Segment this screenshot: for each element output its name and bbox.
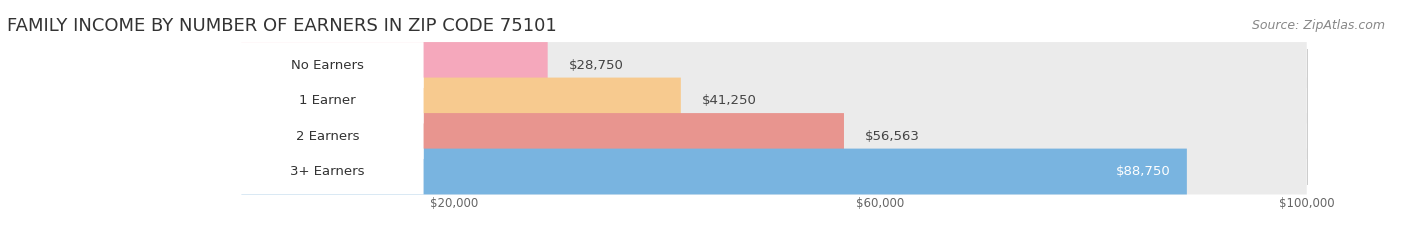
FancyBboxPatch shape xyxy=(242,113,1306,159)
Text: 2 Earners: 2 Earners xyxy=(295,130,360,143)
Text: $28,750: $28,750 xyxy=(569,58,624,72)
Text: FAMILY INCOME BY NUMBER OF EARNERS IN ZIP CODE 75101: FAMILY INCOME BY NUMBER OF EARNERS IN ZI… xyxy=(7,17,557,35)
FancyBboxPatch shape xyxy=(242,113,844,159)
FancyBboxPatch shape xyxy=(242,42,548,88)
FancyBboxPatch shape xyxy=(232,42,423,88)
Text: 3+ Earners: 3+ Earners xyxy=(291,165,366,178)
FancyBboxPatch shape xyxy=(242,78,1306,123)
Text: Source: ZipAtlas.com: Source: ZipAtlas.com xyxy=(1251,19,1385,32)
FancyBboxPatch shape xyxy=(242,78,681,123)
FancyBboxPatch shape xyxy=(242,149,1306,195)
Text: $88,750: $88,750 xyxy=(1116,165,1171,178)
FancyBboxPatch shape xyxy=(232,113,423,159)
Text: $56,563: $56,563 xyxy=(865,130,920,143)
Text: 1 Earner: 1 Earner xyxy=(299,94,356,107)
FancyBboxPatch shape xyxy=(232,78,423,123)
Text: No Earners: No Earners xyxy=(291,58,364,72)
Text: $41,250: $41,250 xyxy=(702,94,756,107)
FancyBboxPatch shape xyxy=(242,149,1187,195)
FancyBboxPatch shape xyxy=(242,42,1306,88)
FancyBboxPatch shape xyxy=(232,149,423,195)
